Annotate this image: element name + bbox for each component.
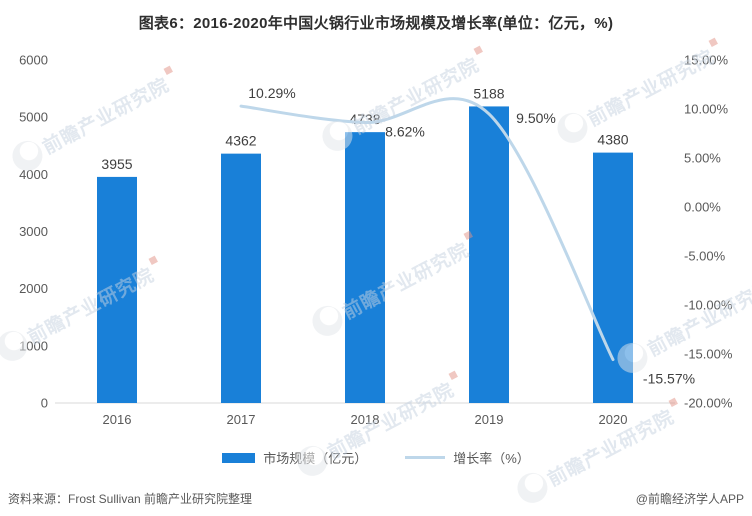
left-axis-tick: 5000 (19, 110, 48, 125)
bar-2020 (593, 152, 633, 403)
growth-rate-label: 9.50% (516, 110, 556, 126)
legend-item-growth-rate: 增长率（%） (405, 448, 530, 467)
legend-swatch-bar (222, 452, 256, 463)
bar-value-label: 4362 (225, 133, 256, 149)
right-axis-tick: 15.00% (684, 53, 729, 68)
legend-label-market-size: 市场规模（亿元） (263, 451, 368, 466)
x-axis-label: 2016 (103, 412, 132, 427)
credit-text: @前瞻经济学人APP (635, 492, 744, 506)
growth-rate-label: 8.62% (385, 124, 425, 140)
bar-2018 (345, 132, 385, 403)
bar-2019 (469, 106, 509, 403)
left-axis-tick: 1000 (19, 338, 48, 353)
legend-item-market-size: 市场规模（亿元） (222, 448, 367, 467)
legend: 市场规模（亿元） 增长率（%） (0, 448, 752, 467)
growth-rate-label: 10.29% (248, 85, 295, 101)
legend-label-growth-rate: 增长率（%） (453, 451, 530, 466)
left-axis-tick: 0 (41, 396, 48, 411)
x-axis-label: 2018 (351, 412, 380, 427)
bar-value-label: 5188 (473, 85, 504, 101)
right-axis-tick: 5.00% (684, 151, 721, 166)
bar-value-label: 4380 (597, 132, 628, 148)
right-axis-tick: 10.00% (684, 102, 729, 117)
bar-value-label: 4738 (349, 111, 380, 127)
growth-rate-line (239, 97, 615, 362)
right-axis-tick: 0.00% (684, 200, 721, 215)
left-axis-tick: 3000 (19, 224, 48, 239)
bar-2016 (97, 176, 137, 403)
growth-rate-label: -15.57% (643, 371, 695, 387)
x-axis-label: 2020 (599, 412, 628, 427)
bar-2017 (221, 153, 261, 403)
right-axis-tick: -20.00% (684, 396, 733, 411)
chart-title: 图表6：2016-2020年中国火锅行业市场规模及增长率(单位：亿元，%) (138, 15, 614, 32)
footer: 资料来源：Frost Sullivan 前瞻产业研究院整理 @前瞻经济学人APP (8, 490, 744, 507)
legend-swatch-line (405, 456, 446, 459)
left-axis-tick: 4000 (19, 167, 48, 182)
right-axis-tick: -15.00% (684, 347, 733, 362)
left-axis-tick: 2000 (19, 281, 48, 296)
left-axis-tick: 6000 (19, 53, 48, 68)
x-axis-label: 2017 (227, 412, 256, 427)
x-axis-label: 2019 (475, 412, 504, 427)
source-text: 资料来源：Frost Sullivan 前瞻产业研究院整理 (8, 492, 253, 506)
right-axis-tick: -10.00% (684, 298, 733, 313)
right-axis-tick: -5.00% (684, 249, 726, 264)
bar-value-label: 3955 (101, 156, 132, 172)
